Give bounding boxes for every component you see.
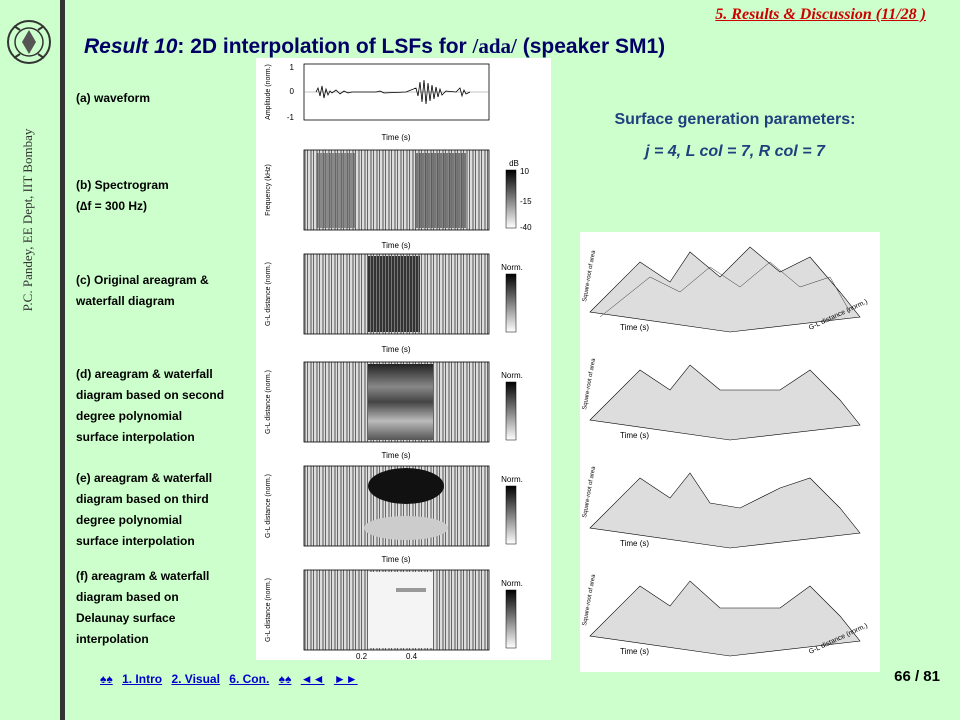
svg-text:G-L distance (norm.): G-L distance (norm.) xyxy=(265,474,272,538)
svg-text:Frequency (kHz): Frequency (kHz) xyxy=(265,164,272,216)
areagram-original: Norm. G-L distance (norm.) Time (s) xyxy=(265,253,523,354)
page-title: Result 10: 2D interpolation of LSFs for … xyxy=(84,34,666,58)
nav-intro[interactable]: 1. Intro xyxy=(122,672,163,686)
svg-text:-1: -1 xyxy=(287,113,295,122)
waterfall-delaunay: Time (s) G-L distance (norm.) Square-roo… xyxy=(582,573,869,657)
label-original: (c) Original areagram & waterfall diagram xyxy=(76,273,209,308)
label-delaunay: (f) areagram & waterfall diagram based on… xyxy=(76,569,210,646)
label-second-degree: (d) areagram & waterfall diagram based on… xyxy=(76,367,225,444)
waterfall-third-degree: Time (s) Square-root of area xyxy=(582,465,861,549)
svg-text:Time (s): Time (s) xyxy=(620,647,649,656)
nav-last[interactable]: ♠♠ xyxy=(278,672,292,686)
svg-text:Norm.: Norm. xyxy=(501,579,523,588)
svg-text:Time (s): Time (s) xyxy=(381,555,410,564)
iit-logo-icon xyxy=(7,20,51,64)
label-waveform: (a) waveform xyxy=(76,91,151,105)
svg-text:Time (s): Time (s) xyxy=(620,431,649,440)
svg-text:Norm.: Norm. xyxy=(501,263,523,272)
nav-prev[interactable]: ◄◄ xyxy=(300,672,325,686)
svg-text:Time (s): Time (s) xyxy=(381,451,410,460)
svg-text:0.4: 0.4 xyxy=(406,652,418,660)
nav-con[interactable]: 6. Con. xyxy=(229,672,270,686)
svg-text:Time (s): Time (s) xyxy=(381,345,410,354)
waterfall-original: Time (s) G-L distance (norm.) Square-roo… xyxy=(582,246,869,333)
svg-text:Time (s): Time (s) xyxy=(381,133,410,142)
svg-text:Square-root of area: Square-root of area xyxy=(582,573,597,626)
svg-text:Square-root of area: Square-root of area xyxy=(582,465,597,518)
svg-text:-15: -15 xyxy=(520,197,532,206)
svg-text:Norm.: Norm. xyxy=(501,371,523,380)
label-third-degree: (e) areagram & waterfall diagram based on… xyxy=(76,471,213,548)
nav-first[interactable]: ♠♠ xyxy=(100,672,113,686)
svg-text:Square-root of area: Square-root of area xyxy=(582,249,597,302)
areagram-third-degree: Norm. G-L distance (norm.) Time (s) xyxy=(265,465,523,564)
analysis-figure: 1 0 -1 Amplitude (norm.) Time (s) dB 10 … xyxy=(256,58,551,660)
svg-text:-40: -40 xyxy=(520,223,532,232)
svg-text:G-L distance (norm.): G-L distance (norm.) xyxy=(265,370,272,434)
areagram-delaunay: Norm. G-L distance (norm.) 0.2 0.4 xyxy=(265,569,523,660)
svg-text:G-L distance (norm.): G-L distance (norm.) xyxy=(265,262,272,326)
nav-next[interactable]: ►► xyxy=(333,672,358,686)
svg-text:Time (s): Time (s) xyxy=(620,323,649,332)
waveform-panel: 1 0 -1 Amplitude (norm.) Time (s) xyxy=(265,63,490,142)
waterfall-second-degree: Time (s) Square-root of area xyxy=(582,357,861,441)
svg-text:1: 1 xyxy=(290,63,295,72)
svg-text:10: 10 xyxy=(520,167,529,176)
left-divider xyxy=(60,0,65,720)
svg-text:Time (s): Time (s) xyxy=(620,539,649,548)
svg-text:dB: dB xyxy=(509,159,519,168)
waterfall-diagrams: Time (s) G-L distance (norm.) Square-roo… xyxy=(580,232,880,672)
side-credit: P.C. Pandey, EE Dept, IIT Bombay xyxy=(20,128,35,312)
areagram-second-degree: Norm. G-L distance (norm.) Time (s) xyxy=(265,361,523,460)
label-spectrogram: (b) Spectrogram (∆f = 300 Hz) xyxy=(76,178,169,213)
page-number: 66 / 81 xyxy=(894,668,940,685)
spectrogram-panel: dB 10 -15 -40 Frequency (kHz) Time (s) xyxy=(265,149,532,250)
svg-text:G-L distance (norm.): G-L distance (norm.) xyxy=(265,578,272,642)
surface-parameters: Surface generation parameters: j = 4, L … xyxy=(614,111,856,160)
svg-text:Amplitude (norm.): Amplitude (norm.) xyxy=(265,64,272,120)
svg-text:Square-root of area: Square-root of area xyxy=(582,357,597,410)
section-indicator[interactable]: 5. Results & Discussion (11/28 ) xyxy=(715,6,926,23)
left-margin xyxy=(0,0,58,720)
nav-visual[interactable]: 2. Visual xyxy=(171,672,220,686)
slide-navigation: ♠♠ 1. Intro 2. Visual 6. Con. ♠♠ ◄◄ ►► xyxy=(100,672,364,686)
svg-text:0: 0 xyxy=(290,87,295,96)
svg-text:Norm.: Norm. xyxy=(501,475,523,484)
svg-text:Time (s): Time (s) xyxy=(381,241,410,250)
svg-text:0.2: 0.2 xyxy=(356,652,368,660)
